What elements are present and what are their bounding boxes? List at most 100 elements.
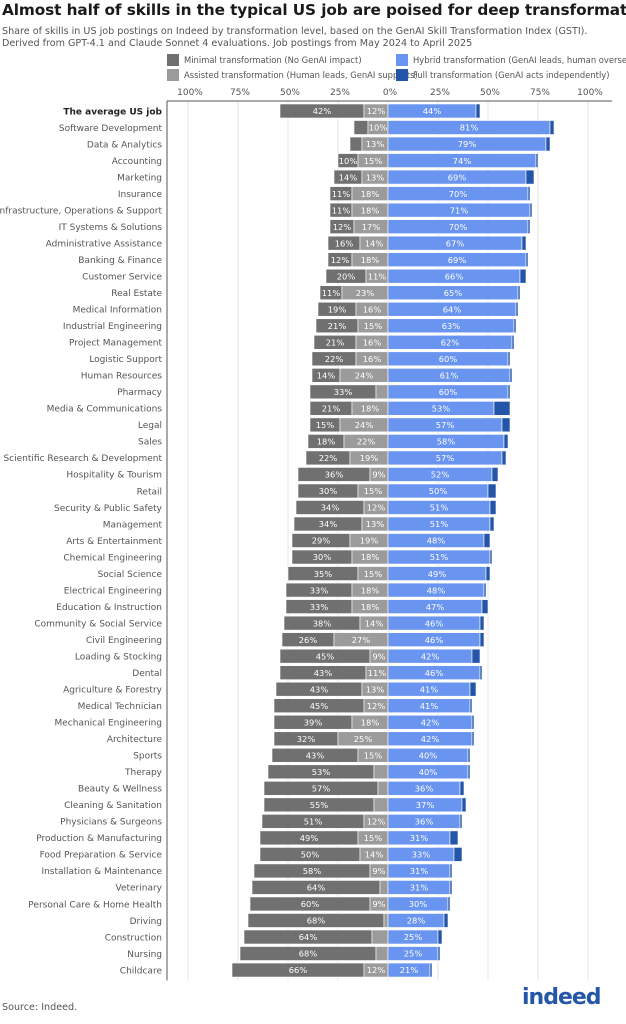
- category-label: Banking & Finance: [78, 256, 162, 266]
- data-label-assisted: 9%: [372, 866, 385, 876]
- category-label: Architecture: [107, 735, 163, 745]
- category-label: Nursing: [127, 950, 162, 960]
- category-label: Real Estate: [111, 289, 162, 299]
- data-label-assisted: 19%: [360, 453, 379, 463]
- data-label-minimal: 38%: [313, 618, 332, 628]
- x-tick-label: 50%: [480, 88, 500, 98]
- data-label-minimal: 33%: [310, 602, 329, 612]
- data-label-minimal: 45%: [316, 651, 335, 661]
- data-label-hybrid: 41%: [420, 701, 439, 711]
- data-label-hybrid: 46%: [425, 668, 444, 678]
- bar-row: Data & Analytics 13% 79%: [87, 136, 551, 152]
- data-label-minimal: 45%: [310, 701, 329, 711]
- data-label-hybrid: 61%: [440, 371, 459, 381]
- data-label-assisted: 18%: [361, 585, 380, 595]
- bar-row: Human Resources 14% 24% 61%: [81, 368, 513, 383]
- data-label-assisted: 9%: [372, 899, 385, 909]
- data-label-hybrid: 25%: [404, 932, 423, 942]
- data-label-hybrid: 81%: [460, 123, 479, 133]
- bar-segment-full: [519, 268, 527, 284]
- bar-segment-full: [449, 863, 453, 879]
- category-label: Loading & Stocking: [75, 652, 162, 662]
- category-label: Therapy: [124, 768, 163, 778]
- bar-segment-full: [549, 120, 555, 135]
- data-label-hybrid: 70%: [449, 189, 468, 199]
- data-label-hybrid: 47%: [426, 602, 445, 612]
- data-label-hybrid: 42%: [421, 717, 440, 727]
- bar-row: Banking & Finance 12% 18% 69%: [78, 252, 529, 267]
- data-label-minimal: 22%: [325, 354, 344, 364]
- indeed-logo: indeed: [522, 985, 602, 1010]
- x-tick-label: 75%: [230, 88, 250, 98]
- category-label: Data & Analytics: [87, 140, 162, 150]
- bar-segment-full: [525, 252, 529, 267]
- bar-row: Medical Technician 45% 12% 41%: [78, 698, 473, 714]
- chart-title: Almost half of skills in the typical US …: [2, 1, 626, 19]
- data-label-assisted: 27%: [352, 635, 371, 645]
- data-label-minimal: 10%: [339, 156, 358, 166]
- bar-row: Food Preparation & Service 50% 14% 33%: [40, 847, 463, 862]
- data-label-hybrid: 37%: [416, 800, 435, 810]
- bar-row: Physicians & Surgeons 51% 12% 36%: [60, 814, 463, 829]
- legend-item-assisted: Assisted transformation (Human leads, Ge…: [167, 69, 418, 81]
- data-label-hybrid: 62%: [441, 337, 460, 347]
- bar-row: IT Infrastructure, Operations & Support 1…: [0, 202, 533, 218]
- source-note: Source: Indeed.: [2, 1002, 78, 1013]
- bar-segment-full: [501, 450, 507, 466]
- legend-swatch-assisted: [167, 69, 179, 81]
- data-label-minimal: 51%: [304, 817, 323, 827]
- category-label: Scientific Research & Development: [3, 454, 162, 464]
- category-label: Customer Service: [82, 273, 162, 283]
- bar-segment-full: [545, 136, 551, 152]
- data-label-minimal: 64%: [307, 883, 326, 893]
- bar-row: Social Science 35% 15% 49%: [98, 566, 491, 581]
- data-label-hybrid: 36%: [415, 817, 434, 827]
- data-label-hybrid: 31%: [410, 833, 429, 843]
- bar-segment-full: [487, 483, 497, 499]
- bar-segment-full: [429, 962, 433, 978]
- data-label-minimal: 20%: [337, 271, 356, 281]
- data-label-hybrid: 60%: [439, 387, 458, 397]
- data-label-hybrid: 48%: [427, 585, 446, 595]
- data-label-hybrid: 33%: [412, 850, 431, 860]
- bar-row: Customer Service 20% 11% 66%: [82, 268, 527, 284]
- data-label-assisted: 12%: [367, 965, 386, 975]
- category-label: Medical Technician: [78, 702, 162, 712]
- category-label: IT Infrastructure, Operations & Support: [0, 206, 162, 216]
- legend-item-minimal: Minimal transformation (No GenAI impact): [167, 54, 362, 66]
- bar-row: Hospitality & Tourism 36% 9% 52%: [66, 467, 499, 482]
- bar-segment-full: [481, 599, 489, 614]
- x-tick-label: 25%: [430, 88, 450, 98]
- data-label-minimal: 43%: [310, 684, 329, 694]
- bar-row: Driving 68% 28%: [130, 913, 449, 928]
- bar-row: Community & Social Service 38% 14% 46%: [34, 615, 485, 631]
- legend-label-minimal: Minimal transformation (No GenAI impact): [184, 55, 362, 65]
- bar-row: Personal Care & Home Health 60% 9% 30%: [28, 896, 451, 912]
- category-label: Media & Communications: [47, 405, 163, 415]
- data-label-minimal: 22%: [319, 453, 338, 463]
- data-label-assisted: 12%: [367, 106, 386, 116]
- data-label-assisted: 18%: [361, 189, 380, 199]
- data-label-assisted: 24%: [355, 371, 374, 381]
- data-label-minimal: 12%: [333, 222, 352, 232]
- bar-row: Sales 18% 22% 58%: [138, 434, 509, 449]
- data-label-hybrid: 58%: [437, 437, 456, 447]
- bar-segment-full: [443, 913, 449, 928]
- bar-segment-full: [471, 731, 475, 747]
- category-label: Community & Social Service: [34, 619, 162, 629]
- category-label: Mechanical Engineering: [55, 719, 163, 729]
- category-label: Food Preparation & Service: [40, 851, 163, 861]
- bar-row: Agriculture & Forestry 43% 13% 41%: [63, 681, 477, 697]
- bar-segment-full: [535, 153, 539, 168]
- data-label-hybrid: 28%: [407, 916, 426, 926]
- category-label: Human Resources: [81, 372, 163, 382]
- category-label: Sales: [138, 438, 162, 448]
- legend-swatch-minimal: [167, 54, 179, 66]
- data-label-minimal: 11%: [322, 288, 341, 298]
- data-label-hybrid: 48%: [427, 536, 446, 546]
- bar-row: Accounting 10% 15% 74%: [112, 153, 539, 168]
- bar-segment-full: [501, 417, 511, 433]
- bar-row: Therapy 53% 40%: [124, 764, 471, 780]
- bar-segment-full: [491, 467, 499, 482]
- category-label: Industrial Engineering: [63, 322, 162, 332]
